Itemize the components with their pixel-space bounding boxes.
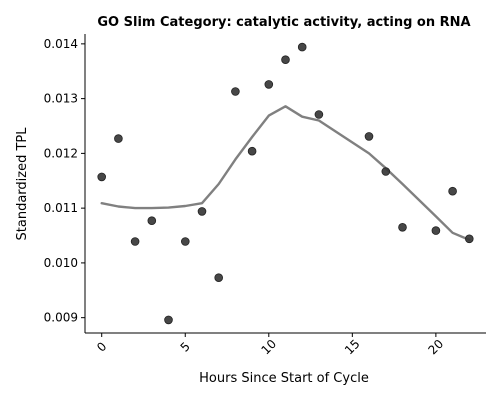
x-tick-label: 10 [258,337,279,358]
x-axis-ticks: 0 5 10 15 20 [94,333,446,357]
y-tick-label: 0.009 [44,311,78,325]
data-point [247,146,257,156]
x-tick-label: 15 [342,337,363,358]
data-point [398,223,407,232]
data-point [114,134,123,143]
data-point [364,132,374,141]
x-tick-label: 0 [94,339,109,354]
data-point [314,110,324,119]
data-point [147,216,157,226]
data-point [181,237,190,246]
data-point [381,167,391,176]
y-tick-label: 0.014 [44,37,78,51]
data-point [130,237,140,246]
data-point [297,42,307,52]
x-tick-label: 20 [426,337,447,358]
data-point [214,273,224,283]
x-tick-label: 5 [178,339,193,354]
x-axis-label: Hours Since Start of Cycle [199,371,369,386]
y-tick-label: 0.013 [44,92,78,106]
data-point [231,87,240,96]
y-tick-label: 0.012 [44,146,78,160]
y-tick-label: 0.011 [44,201,78,215]
chart-title: GO Slim Category: catalytic activity, ac… [97,15,470,30]
data-point [431,226,441,235]
plot-area [97,42,474,325]
y-axis-ticks: 0.009 0.010 0.011 0.012 0.013 0.014 [44,37,85,325]
data-point [464,234,474,244]
data-point [97,172,106,182]
data-point [164,315,173,325]
y-axis-label: Standardized TPL [15,127,30,241]
data-point [281,55,290,64]
data-point [264,80,274,89]
trend-line [100,105,471,242]
data-point [197,207,207,216]
y-tick-label: 0.010 [44,256,78,270]
data-point [448,186,457,196]
